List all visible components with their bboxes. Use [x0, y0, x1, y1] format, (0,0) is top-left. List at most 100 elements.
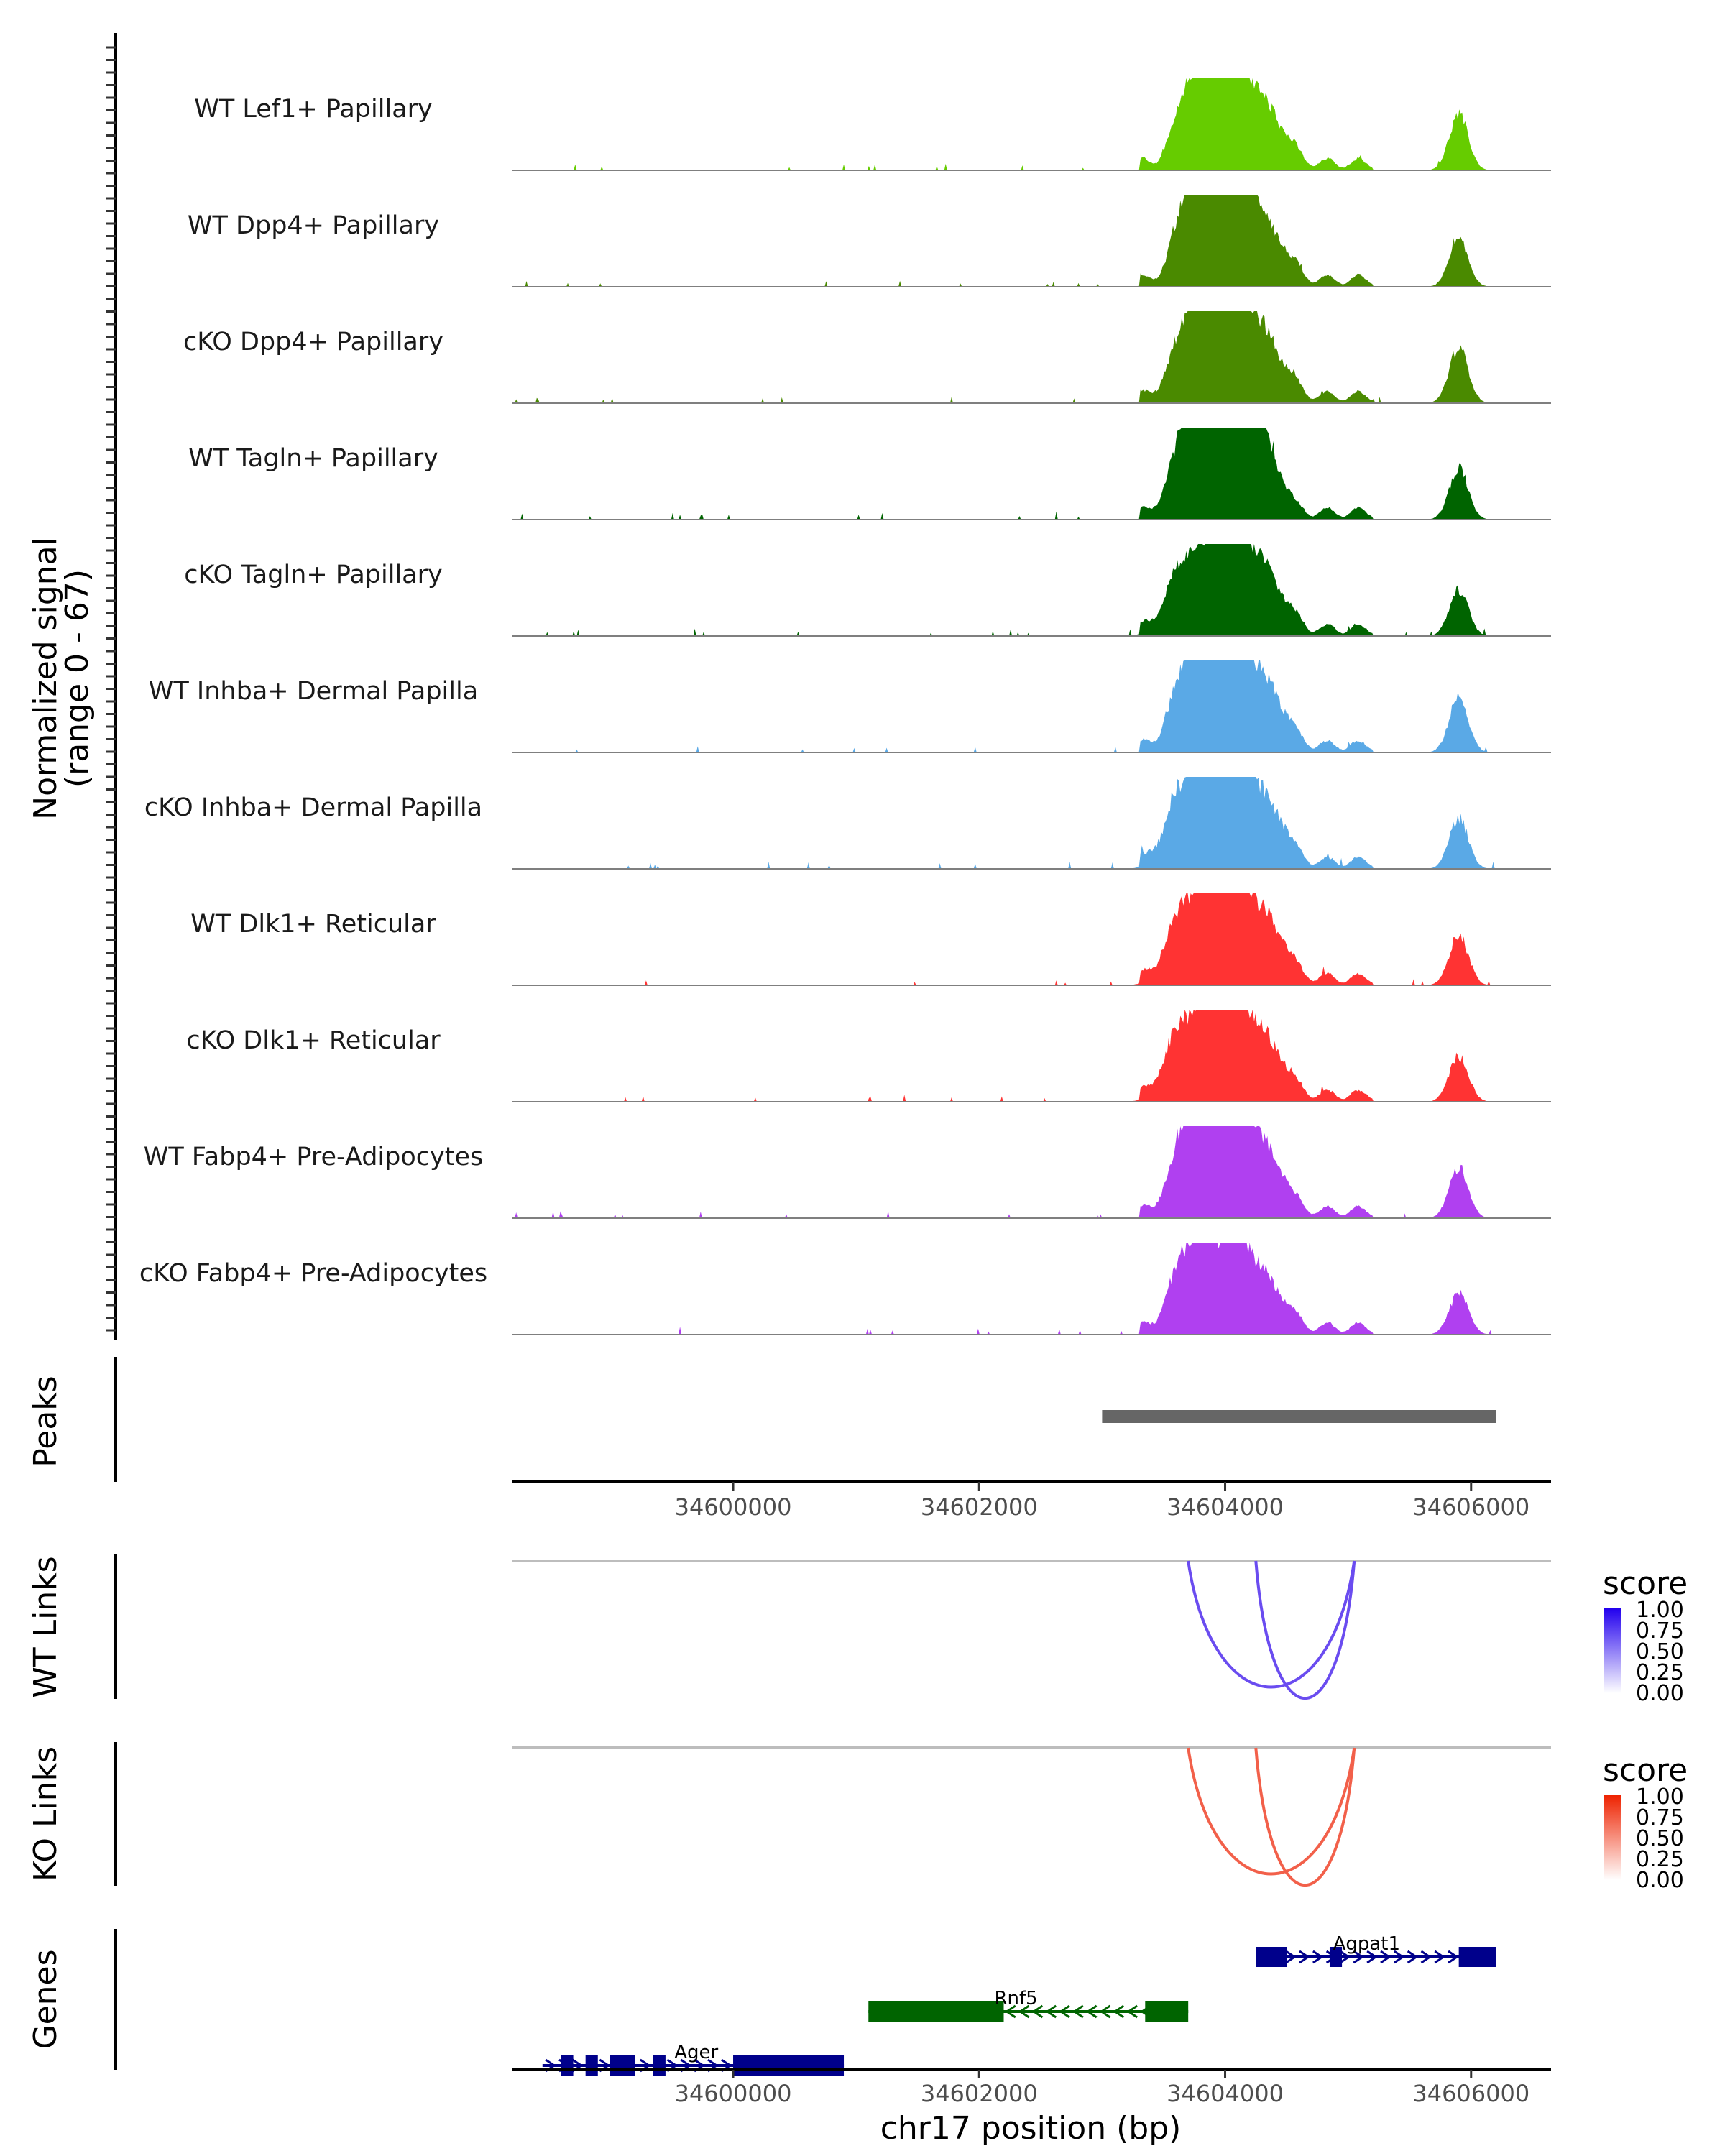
- strand-arrow: [1339, 1950, 1351, 1964]
- coverage-track: WT Tagln+ Papillary: [188, 428, 1551, 520]
- coverage-area: [512, 428, 1496, 520]
- legend-tick-label: 0.25: [1636, 1847, 1684, 1872]
- legend-tick-label: 1.00: [1636, 1598, 1684, 1623]
- peaks-track-label: Peaks: [27, 1376, 64, 1467]
- legend-title: score: [1603, 1752, 1688, 1789]
- coverage-track: cKO Dlk1+ Reticular: [186, 1010, 1551, 1102]
- coverage-track-label: WT Dlk1+ Reticular: [190, 910, 436, 939]
- gene-model: Rnf5: [868, 1988, 1189, 2022]
- gene-exon: [1256, 1947, 1287, 1967]
- coverage-area: [512, 1126, 1496, 1218]
- coverage-track: WT Lef1+ Papillary: [194, 78, 1551, 171]
- genes-track: Genes Agpat1 Rnf5 Ager 34600000 34602000 34604…: [27, 1929, 1551, 2147]
- coverage-track-label: WT Fabp4+ Pre-Adipocytes: [144, 1143, 483, 1171]
- coverage-area: [512, 311, 1496, 403]
- coverage-track-label: cKO Dlk1+ Reticular: [186, 1026, 441, 1055]
- strand-arrow: [1126, 2004, 1138, 2019]
- strand-arrow: [1072, 2004, 1084, 2019]
- coverage-track-label: WT Lef1+ Papillary: [194, 95, 433, 124]
- peak-region: [1102, 1410, 1496, 1423]
- links-track-label: WT Links: [27, 1556, 64, 1697]
- x-tick-label: 34602000: [921, 1493, 1038, 1521]
- coverage-track: cKO Tagln+ Papillary: [184, 544, 1551, 637]
- gene-exon: [1458, 1947, 1496, 1967]
- coverage-track: cKO Dpp4+ Papillary: [183, 311, 1551, 404]
- gene-exon: [561, 2055, 574, 2076]
- legend-tick-label: 0.50: [1636, 1826, 1684, 1851]
- strand-arrow: [1448, 1950, 1459, 1964]
- coverage-area: [512, 1243, 1496, 1335]
- strand-arrow: [1407, 1950, 1419, 1964]
- gene-name-label: Agpat1: [1333, 1933, 1400, 1955]
- links-track-label: KO Links: [27, 1746, 64, 1881]
- coverage-y-axis-title: (range 0 - 67): [59, 569, 96, 788]
- coverage-track-label: cKO Fabp4+ Pre-Adipocytes: [139, 1259, 487, 1288]
- coverage-area: [512, 78, 1496, 170]
- strand-arrow: [1031, 2004, 1044, 2019]
- coverage-track: cKO Fabp4+ Pre-Adipocytes: [139, 1243, 1551, 1335]
- strand-arrow: [1380, 1950, 1392, 1964]
- legend-tick-label: 0.00: [1636, 1868, 1684, 1893]
- strand-arrow: [1086, 2004, 1098, 2019]
- x-tick-label: 34606000: [1412, 1493, 1530, 1521]
- gene-exon: [1145, 2001, 1189, 2022]
- strand-arrow: [1312, 1950, 1324, 1964]
- x-tick-label: 34600000: [675, 1493, 792, 1521]
- gene-name-label: Ager: [674, 2042, 718, 2063]
- coverage-track-label: cKO Dpp4+ Papillary: [183, 328, 443, 356]
- x-tick-label: 34602000: [921, 2080, 1038, 2107]
- legend-tick-label: 0.75: [1636, 1805, 1684, 1830]
- coverage-track: cKO Inhba+ Dermal Papilla: [144, 777, 1551, 870]
- gene-model: Agpat1: [1256, 1933, 1496, 1967]
- strand-arrow: [1434, 1950, 1445, 1964]
- link-arc: [1187, 1747, 1356, 1876]
- legend-title: score: [1603, 1565, 1688, 1602]
- legend-tick-label: 1.00: [1636, 1784, 1684, 1810]
- strand-arrow: [1353, 1950, 1365, 1964]
- x-tick-label: 34600000: [675, 2080, 792, 2107]
- gene-exon: [868, 2001, 1004, 2022]
- gene-exon: [733, 2055, 845, 2076]
- gene-model: Ager: [542, 2042, 845, 2076]
- strand-arrow: [1059, 2004, 1070, 2019]
- coverage-y-axis-title: Normalized signal: [27, 537, 64, 820]
- coverage-track-label: WT Dpp4+ Papillary: [188, 211, 439, 240]
- axes: Normalized signal(range 0 - 67): [27, 33, 117, 1340]
- strand-arrow: [1299, 1950, 1310, 1964]
- strand-arrow: [1420, 1950, 1432, 1964]
- strand-arrow: [1018, 2004, 1030, 2019]
- legend-tick-label: 0.25: [1636, 1660, 1684, 1685]
- link-arc: [1254, 1560, 1356, 1700]
- gene-name-label: Rnf5: [994, 1988, 1037, 2009]
- coverage-area: [512, 660, 1496, 752]
- gene-exon: [585, 2055, 598, 2076]
- x-axis-title: chr17 position (bp): [880, 2110, 1182, 2147]
- coverage-track-label: cKO Inhba+ Dermal Papilla: [144, 793, 482, 822]
- coverage-track: WT Dpp4+ Papillary: [188, 195, 1551, 287]
- legend-tick-label: 0.50: [1636, 1639, 1684, 1664]
- genes-track-label: Genes: [27, 1949, 64, 2049]
- strand-arrow: [1366, 1950, 1378, 1964]
- strand-arrow: [1005, 2004, 1016, 2019]
- strand-arrow: [1099, 2004, 1111, 2019]
- coverage-track-label: WT Inhba+ Dermal Papilla: [149, 677, 478, 706]
- gene-exon: [1329, 1947, 1343, 1967]
- strand-arrow: [1393, 1950, 1405, 1964]
- link-arc: [1187, 1560, 1356, 1689]
- coverage-track: WT Dlk1+ Reticular: [190, 893, 1551, 986]
- coverage-track: WT Inhba+ Dermal Papilla: [149, 660, 1551, 753]
- legend-colorbar: [1604, 1608, 1622, 1693]
- legend-tick-label: 0.00: [1636, 1681, 1684, 1706]
- x-tick-label: 34604000: [1167, 2080, 1284, 2107]
- coverage-track-label: WT Tagln+ Papillary: [188, 444, 438, 473]
- coverage-tracks: WT Lef1+ Papillary WT Dpp4+ Papillary cKO …: [139, 78, 1551, 1335]
- x-tick-label: 34604000: [1167, 1493, 1284, 1521]
- peaks-track: Peaks 34600000 34602000 34604000 34606000: [27, 1357, 1551, 1521]
- coverage-area: [512, 893, 1496, 985]
- gene-exon: [610, 2055, 635, 2076]
- coverage-track-label: cKO Tagln+ Papillary: [184, 561, 443, 589]
